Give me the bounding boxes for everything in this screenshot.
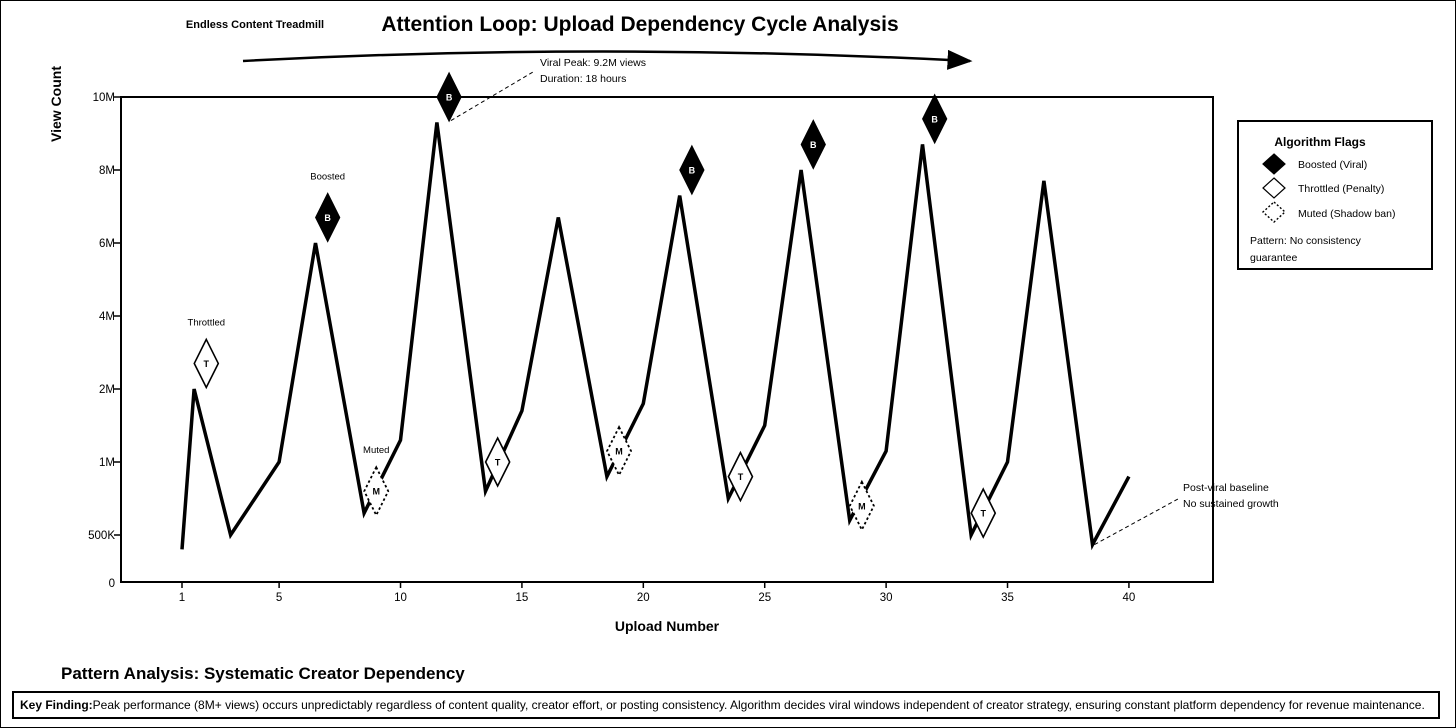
boosted-flag-marker: B: [679, 144, 705, 196]
legend-boosted-label: Boosted (Viral): [1298, 159, 1367, 171]
post-viral-leader-line: [1094, 498, 1179, 546]
throttled-diamond-icon: [727, 450, 754, 503]
flag-letter: M: [858, 501, 866, 511]
muted-diamond-icon: [363, 465, 390, 518]
throttled-flag-marker: T Throttled: [188, 317, 226, 390]
legend-title: Algorithm Flags: [1274, 135, 1366, 149]
x-tick-label: 25: [758, 592, 771, 604]
x-tick-label: 35: [1001, 592, 1014, 604]
flag-letter: T: [980, 509, 986, 519]
y-tick-label: 0: [109, 578, 115, 590]
flag-letter: M: [372, 487, 380, 497]
x-tick-label: 40: [1123, 592, 1136, 604]
flag-letter: T: [495, 458, 501, 468]
throttled-diamond-icon: [193, 337, 220, 390]
flag-letter: B: [324, 213, 331, 223]
viral-peak-leader-line: [450, 71, 534, 121]
x-tick-label: 30: [880, 592, 893, 604]
key-finding-text: Peak performance (8M+ views) occurs unpr…: [92, 698, 1425, 712]
legend: Algorithm Flags Boosted (Viral) Throttle…: [1237, 120, 1433, 270]
flag-label: Throttled: [188, 317, 226, 328]
throttled-flag-marker: T: [727, 450, 754, 503]
y-axis-label: View Count: [48, 66, 64, 142]
boosted-flag-marker: B Boosted: [310, 171, 345, 243]
key-finding-box: Key Finding:Peak performance (8M+ views)…: [12, 691, 1440, 719]
boosted-flag-marker: B: [922, 93, 948, 145]
legend-throttled-icon: [1262, 177, 1286, 199]
y-tick-label: 8M: [99, 165, 115, 177]
y-tick-label: 4M: [99, 311, 115, 323]
flag-letter: M: [615, 447, 623, 457]
muted-flag-marker: M: [848, 479, 875, 532]
flag-label: Muted: [363, 445, 389, 456]
boosted-diamond-icon: [315, 192, 341, 243]
legend-boosted-icon: [1262, 153, 1286, 175]
viral-peak-note-line-1: Viral Peak: 9.2M views: [540, 57, 646, 69]
key-finding-label: Key Finding:: [20, 698, 93, 712]
flag-letter: T: [738, 472, 744, 482]
viral-peak-note-line-2: Duration: 18 hours: [540, 73, 626, 85]
chart-title: Attention Loop: Upload Dependency Cycle …: [381, 13, 898, 36]
boosted-diamond-icon: [922, 93, 948, 145]
flag-letter: B: [931, 114, 938, 124]
boosted-flag-marker: B: [436, 71, 462, 123]
x-tick-label: 5: [276, 592, 282, 604]
upload-dependency-chart: Attention Loop: Upload Dependency Cycle …: [48, 13, 1433, 634]
throttled-flag-marker: T: [970, 487, 997, 539]
legend-throttled-label: Throttled (Penalty): [1298, 183, 1384, 195]
flag-label: Boosted: [310, 171, 345, 182]
boosted-flag-marker: B: [800, 119, 826, 170]
muted-diamond-icon: [848, 479, 875, 532]
boosted-diamond-icon: [800, 119, 826, 170]
plot-area: [120, 96, 1214, 583]
treadmill-arrow: [242, 49, 973, 70]
legend-note-line-1: Pattern: No consistency: [1250, 235, 1362, 247]
boosted-diamond-icon: [436, 71, 462, 123]
y-tick-label: 6M: [99, 238, 115, 250]
y-tick-label: 1M: [99, 457, 115, 469]
y-tick-label: 500K: [88, 530, 115, 542]
legend-muted-icon: [1261, 201, 1287, 223]
legend-muted-label: Muted (Shadow ban): [1298, 208, 1395, 220]
flag-letter: B: [446, 93, 453, 103]
x-tick-label: 10: [394, 592, 407, 604]
y-tick-label: 2M: [99, 384, 115, 396]
muted-diamond-icon: [606, 425, 633, 478]
flag-letter: B: [810, 140, 817, 150]
post-viral-note-line-2: No sustained growth: [1183, 498, 1279, 510]
boosted-diamond-icon: [679, 144, 705, 196]
y-tick-label: 10M: [93, 92, 115, 104]
muted-flag-marker: M: [606, 425, 633, 478]
throttled-diamond-icon: [484, 436, 511, 488]
throttled-diamond-icon: [970, 487, 997, 539]
flag-letter: T: [204, 359, 210, 369]
x-tick-label: 15: [516, 592, 529, 604]
x-axis-label: Upload Number: [615, 618, 720, 634]
post-viral-note-line-1: Post-viral baseline: [1183, 482, 1269, 494]
view-count-line: [180, 122, 1131, 551]
treadmill-label: Endless Content Treadmill: [186, 19, 324, 31]
flag-letter: B: [689, 166, 696, 176]
x-tick-label: 1: [179, 592, 185, 604]
analysis-heading: Pattern Analysis: Systematic Creator Dep…: [61, 664, 465, 683]
legend-note-line-2: guarantee: [1250, 252, 1297, 264]
throttled-flag-marker: T: [484, 436, 511, 488]
x-tick-label: 20: [637, 592, 650, 604]
muted-flag-marker: M Muted: [363, 445, 390, 518]
